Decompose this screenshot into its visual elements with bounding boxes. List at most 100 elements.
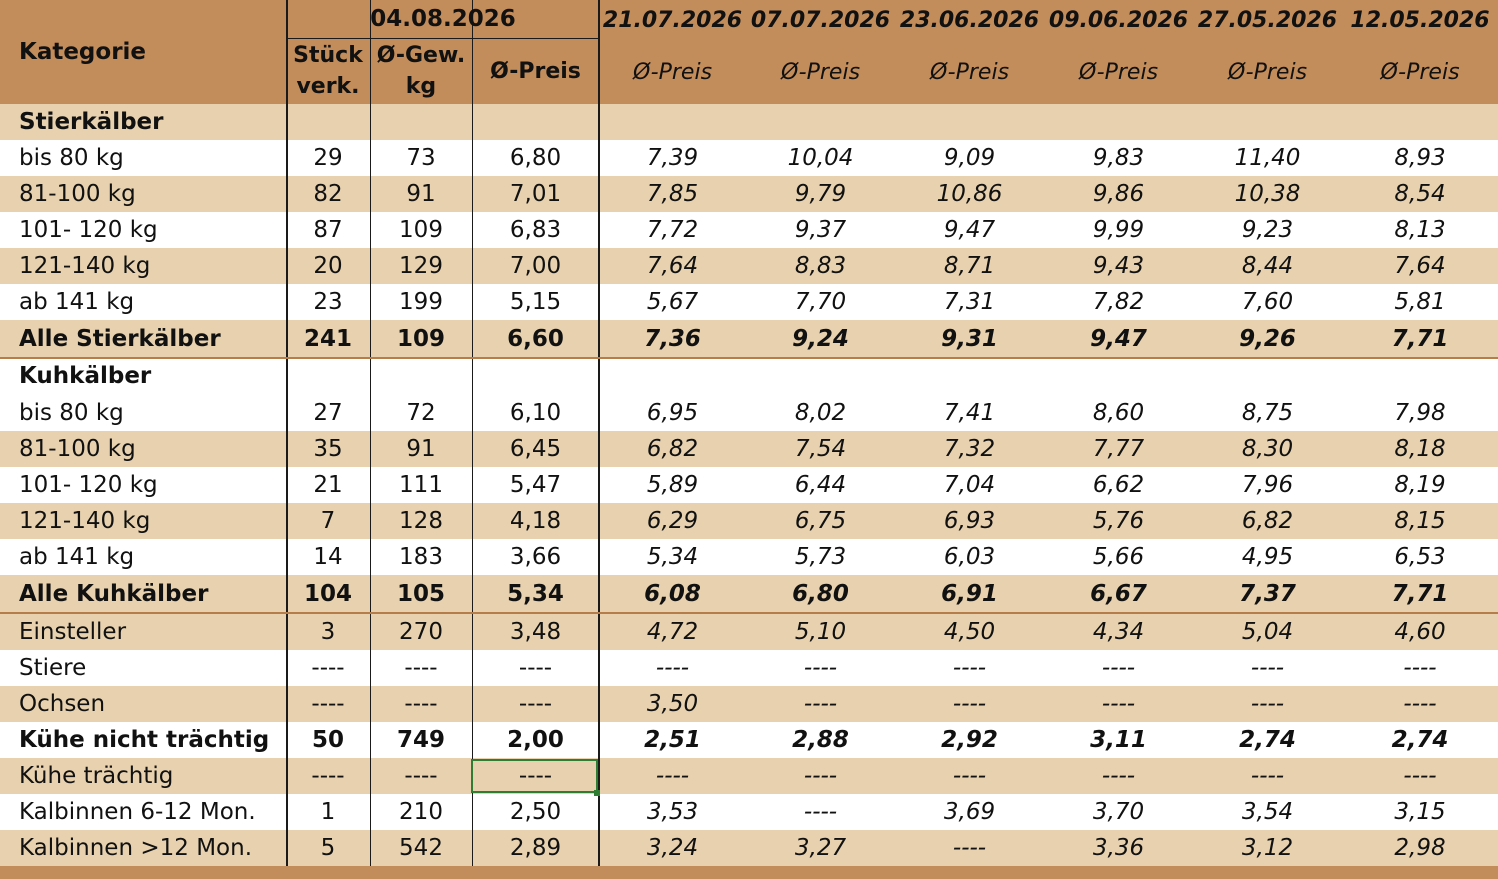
table-cell: ---- — [1403, 691, 1437, 717]
table-cell: 7,39 — [646, 145, 699, 171]
header-preis-label: Ø-Preis — [929, 59, 1010, 85]
header-date: 23.06.2026 — [899, 7, 1040, 33]
row-label: Alle Stierkälber — [19, 325, 221, 352]
table-cell — [1342, 357, 1498, 395]
table-cell: 21 — [313, 472, 343, 498]
table-cell: 8,93 — [1394, 145, 1446, 171]
table-cell: 7,96 — [1241, 472, 1294, 498]
table-cell: 3,24 — [646, 835, 699, 861]
table-cell: 9,23 — [1241, 217, 1294, 243]
table-cell: ---- — [803, 655, 838, 681]
table-cell: 4,34 — [1092, 618, 1145, 645]
header-avg-weight: Ø-Gew. kg — [376, 43, 466, 99]
table-cell: 6,10 — [509, 400, 562, 426]
table-cell: 5,04 — [1241, 618, 1294, 645]
table-cell: ---- — [311, 691, 345, 717]
table-cell: 8,54 — [1394, 181, 1446, 207]
table-cell: 7,77 — [1092, 436, 1145, 462]
table-cell: 10,04 — [787, 145, 854, 171]
row-band — [0, 248, 1498, 284]
table-cell: ---- — [518, 691, 553, 717]
table-cell: 35 — [313, 436, 343, 462]
table-cell: ---- — [1250, 763, 1285, 789]
row-band — [0, 539, 1498, 575]
row-band — [0, 758, 1498, 794]
column-divider — [472, 0, 473, 866]
row-band — [0, 830, 1498, 866]
row-label: Ochsen — [19, 691, 106, 717]
table-cell: 5 — [320, 835, 336, 861]
table-cell — [746, 357, 895, 395]
column-divider — [598, 0, 600, 866]
row-band — [0, 431, 1498, 467]
table-cell: 29 — [313, 145, 343, 171]
row-band — [0, 467, 1498, 503]
header-date: 07.07.2026 — [750, 7, 891, 33]
table-cell: 10,38 — [1234, 181, 1301, 207]
row-label: 101- 120 kg — [19, 472, 158, 498]
table-cell — [1193, 357, 1342, 395]
table-cell — [599, 104, 746, 140]
table-cell: 5,81 — [1394, 289, 1446, 315]
table-cell: 5,34 — [507, 581, 564, 607]
row-band — [0, 395, 1498, 431]
table-cell: 4,18 — [509, 508, 562, 534]
row-label: Einsteller — [19, 618, 127, 645]
table-cell: 6,53 — [1394, 544, 1446, 570]
table-cell: 5,66 — [1092, 544, 1145, 570]
table-cell: 7,31 — [943, 289, 996, 315]
row-label: Kalbinnen 6-12 Mon. — [19, 799, 256, 825]
header-preis-label: Ø-Preis — [1227, 59, 1308, 85]
table-cell: 7 — [320, 508, 336, 534]
header-preis-label: Ø-Preis — [632, 59, 713, 85]
table-cell: 7,41 — [943, 400, 996, 426]
table-cell: 7,64 — [1394, 253, 1446, 279]
table-cell: 8,02 — [794, 400, 847, 426]
footer-band — [0, 866, 1498, 879]
table-cell: 6,83 — [509, 217, 562, 243]
table-cell: 2,00 — [507, 727, 564, 753]
header-avg-price: Ø-Preis — [490, 58, 581, 84]
row-band — [0, 357, 1498, 395]
table-cell: 7,85 — [646, 181, 699, 207]
row-band — [0, 722, 1498, 758]
row-band — [0, 686, 1498, 722]
table-cell: 11,40 — [1234, 145, 1301, 171]
table-cell: 7,71 — [1391, 325, 1449, 352]
table-cell: 749 — [396, 727, 445, 753]
table-cell: ---- — [518, 763, 553, 789]
table-cell: 241 — [303, 325, 352, 352]
table-cell: 3,12 — [1241, 835, 1294, 861]
row-band — [0, 104, 1498, 140]
table-cell: 9,47 — [1090, 325, 1147, 352]
table-cell: ---- — [803, 691, 838, 717]
table-cell: 2,51 — [644, 727, 701, 753]
header-kategorie: Kategorie — [19, 39, 147, 65]
table-cell: 270 — [399, 618, 443, 645]
column-divider — [286, 0, 288, 866]
row-label: 81-100 kg — [19, 436, 136, 462]
row-label: Kühe nicht trächtig — [19, 727, 270, 753]
fill-handle[interactable] — [594, 790, 600, 796]
table-cell: 6,08 — [644, 581, 701, 607]
table-cell: 8,19 — [1394, 472, 1446, 498]
table-cell: 6,75 — [794, 508, 847, 534]
table-cell — [1044, 357, 1193, 395]
table-cell: 6,91 — [941, 581, 998, 607]
row-label: Kalbinnen >12 Mon. — [19, 835, 252, 861]
table-cell — [746, 104, 895, 140]
row-label: Stiere — [19, 655, 87, 681]
row-band — [0, 284, 1498, 320]
row-label: 81-100 kg — [19, 181, 136, 207]
table-cell: ---- — [518, 655, 553, 681]
table-cell: 50 — [311, 727, 344, 753]
table-cell: 7,98 — [1394, 400, 1446, 426]
table-cell: 9,31 — [941, 325, 998, 352]
table-cell: 9,26 — [1239, 325, 1296, 352]
column-divider — [370, 0, 371, 866]
table-cell: 3,69 — [943, 799, 996, 825]
table-cell: 6,03 — [943, 544, 996, 570]
table-cell: 6,82 — [646, 436, 699, 462]
table-cell: 8,71 — [943, 253, 996, 279]
table-cell: 4,95 — [1241, 544, 1294, 570]
